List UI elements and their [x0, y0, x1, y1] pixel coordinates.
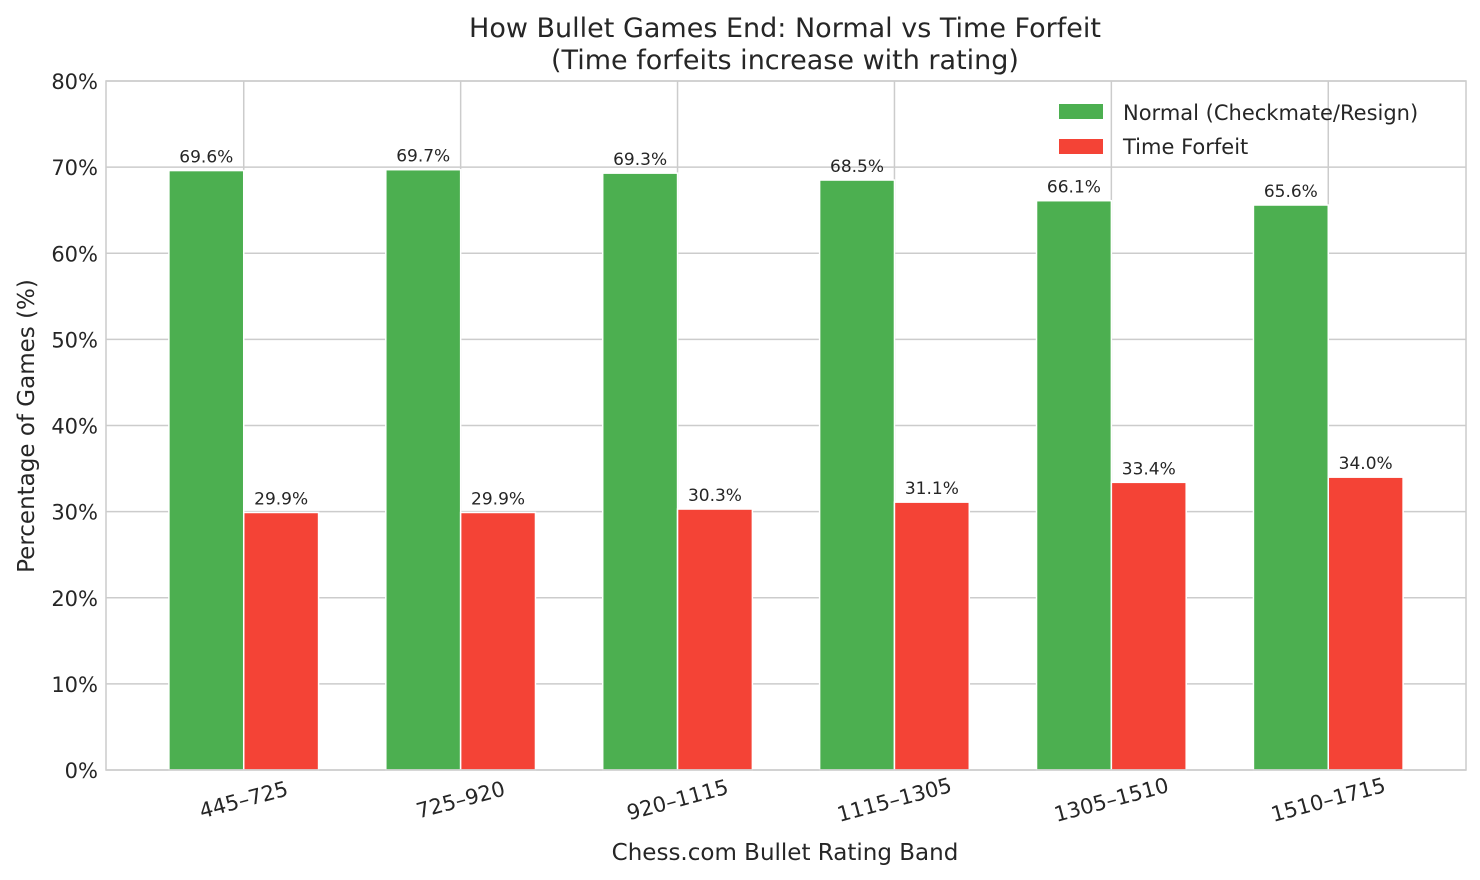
chart-title: How Bullet Games End: Normal vs Time For… [469, 13, 1101, 44]
bar-normal [1252, 204, 1330, 771]
x-tick-label: 1305–1510 [1052, 773, 1172, 827]
bar-time-forfeit [676, 508, 754, 771]
data-label-normal: 68.5% [830, 157, 884, 177]
data-label-time-forfeit: 30.3% [688, 486, 742, 506]
legend-swatch-time-forfeit [1059, 139, 1103, 154]
data-label-normal: 69.6% [179, 148, 233, 168]
x-tick-label: 920–1115 [624, 775, 731, 825]
bar-time-forfeit [1110, 481, 1187, 771]
data-label-time-forfeit: 34.0% [1339, 454, 1393, 474]
bar-normal [168, 169, 245, 771]
data-label-normal: 65.6% [1264, 182, 1318, 202]
data-label-time-forfeit: 29.9% [471, 489, 525, 509]
bar-normal [1035, 199, 1113, 771]
x-tick-label: 1115–1305 [835, 773, 955, 827]
y-tick-label: 80% [51, 70, 98, 94]
data-label-time-forfeit: 29.9% [254, 489, 308, 509]
x-tick-label: 1510–1715 [1268, 773, 1388, 827]
x-tick-label: 445–725 [197, 777, 291, 824]
legend-label-time-forfeit: Time Forfeit [1122, 135, 1248, 159]
y-axis-label: Percentage of Games (%) [14, 279, 40, 573]
x-axis: 445–725 725–920 920–1115 1115–1305 1305–1510… [197, 773, 1388, 827]
legend-label-normal: Normal (Checkmate/Resign) [1123, 101, 1418, 125]
y-axis: 0% 10% 20% 30% 40% 50% 60% 70% 80% [51, 70, 98, 783]
x-axis-label: Chess.com Bullet Rating Band [612, 840, 959, 866]
bar-normal [818, 179, 896, 771]
bar-time-forfeit [1327, 476, 1404, 771]
bar-normal [601, 172, 679, 771]
y-tick-label: 10% [51, 673, 98, 697]
y-tick-label: 40% [51, 415, 98, 439]
data-label-normal: 69.3% [613, 150, 667, 170]
plot-frame [105, 80, 1467, 771]
bar-time-forfeit [893, 501, 971, 771]
bar-time-forfeit [459, 511, 537, 771]
data-label-time-forfeit: 31.1% [905, 479, 959, 499]
bar-time-forfeit [242, 511, 320, 771]
data-label-time-forfeit: 33.4% [1122, 459, 1176, 479]
legend-swatch-normal [1059, 104, 1103, 119]
legend: Normal (Checkmate/Resign) Time Forfeit [1059, 101, 1418, 159]
y-tick-label: 50% [51, 328, 98, 352]
bars: 69.6% 69.7% 69.3% 68.5% 66.1% 65.6% 29.9% 29.9%… [168, 147, 1404, 771]
chart-subtitle: (Time forfeits increase with rating) [551, 45, 1019, 76]
y-tick-label: 60% [51, 242, 98, 266]
y-tick-label: 30% [51, 501, 98, 525]
y-tick-label: 70% [51, 156, 98, 180]
y-tick-label: 0% [65, 759, 98, 783]
data-label-normal: 66.1% [1047, 178, 1101, 198]
y-tick-label: 20% [51, 587, 98, 611]
x-tick-label: 725–920 [414, 777, 508, 824]
bar-normal [385, 168, 462, 771]
data-label-normal: 69.7% [396, 147, 450, 167]
